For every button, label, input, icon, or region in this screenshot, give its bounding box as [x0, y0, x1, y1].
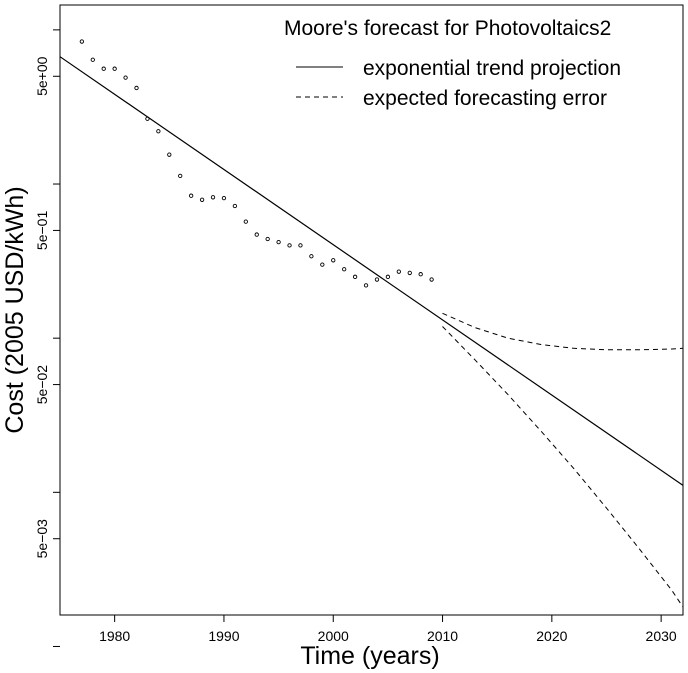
data-point [363, 283, 369, 288]
data-point [265, 236, 270, 242]
x-tick-label: 2010 [427, 628, 458, 644]
x-tick-label: 2020 [536, 628, 567, 644]
data-point [156, 129, 161, 134]
data-point [298, 243, 303, 248]
data-point [385, 274, 391, 279]
y-tick-label: 5e−02 [34, 365, 50, 405]
data-point [418, 272, 423, 277]
legend-label-error: expected forecasting error [363, 87, 607, 110]
data-point [232, 203, 238, 209]
data-point [210, 195, 216, 200]
data-point [352, 274, 358, 279]
x-tick-label: 1990 [208, 628, 239, 644]
data-point [374, 277, 380, 282]
data-point [407, 270, 412, 276]
data-point [221, 195, 227, 201]
data-point [134, 85, 139, 91]
chart-marks [59, 39, 684, 608]
y-tick-label: 5e−01 [34, 211, 50, 251]
y-axis-title: Cost (2005 USD/kWh) [1, 186, 29, 433]
data-point [342, 267, 347, 272]
legend: Moore's forecast for Photovoltaics2 expo… [284, 17, 621, 110]
data-point [178, 173, 183, 178]
data-point [79, 39, 85, 44]
data-point [309, 254, 314, 259]
x-axis-title: Time (years) [300, 642, 439, 670]
x-tick-label: 2000 [318, 628, 349, 644]
legend-label-trend: exponential trend projection [363, 57, 621, 80]
y-tick-label: 5e+00 [34, 56, 50, 96]
error-lower-line [442, 326, 684, 608]
data-point [167, 152, 172, 157]
data-point [287, 243, 292, 248]
data-point [243, 219, 248, 224]
data-point [123, 75, 128, 80]
trend-line [59, 56, 684, 486]
x-axis: 1980 1990 2000 2010 2020 2030 [99, 615, 677, 644]
x-tick-label: 1980 [99, 628, 130, 644]
data-point [276, 239, 281, 245]
data-point [145, 116, 150, 121]
y-tick-label: 5e−03 [34, 519, 50, 559]
data-point [90, 57, 95, 62]
x-tick-label: 2030 [646, 628, 677, 644]
data-point [199, 197, 205, 202]
plot-frame [59, 4, 684, 616]
data-point [112, 66, 117, 71]
data-point [396, 269, 401, 274]
data-point [254, 232, 259, 237]
data-point [189, 193, 194, 198]
error-upper-line [442, 312, 684, 351]
data-point [331, 258, 336, 263]
data-point [101, 66, 106, 71]
legend-title: Moore's forecast for Photovoltaics2 [284, 17, 611, 40]
y-axis: 5e+00 5e−01 5e−02 5e−03 [34, 29, 60, 647]
data-point [320, 262, 325, 267]
data-point [429, 277, 434, 282]
